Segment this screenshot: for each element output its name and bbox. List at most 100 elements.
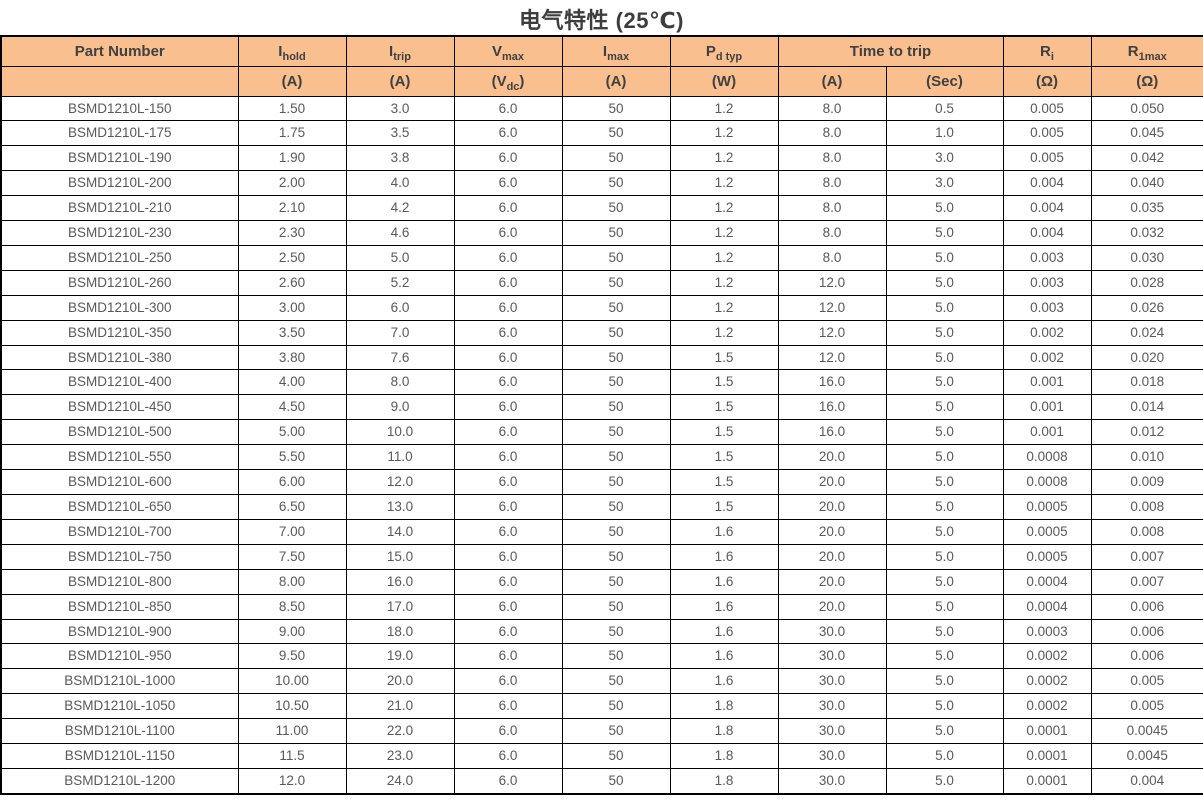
table-row: BSMD1210L-1000 10.00 20.0 6.0 50 1.6 30.0 5.0 0.…: [0, 668, 1203, 695]
value-cell: 5.0: [885, 518, 1004, 545]
value-cell: 6.0: [453, 244, 563, 271]
value-cell: 0.0002: [1002, 668, 1092, 695]
value-cell: 0.0001: [1002, 767, 1092, 795]
part-number-cell: BSMD1210L-250: [0, 244, 239, 271]
value-cell: 6.0: [453, 767, 563, 795]
value-cell: 2.30: [237, 220, 347, 246]
part-number-cell: BSMD1210L-750: [0, 543, 239, 570]
value-cell: 0.004: [1002, 195, 1092, 222]
value-cell: 5.0: [885, 693, 1004, 720]
value-cell: 8.0: [777, 220, 887, 246]
value-cell: 0.0008: [1002, 469, 1092, 495]
header-row-units: (A) (A) (Vdc) (A) (W) (A) (Sec) (Ω) (Ω): [0, 65, 1203, 97]
value-cell: 5.0: [885, 294, 1004, 321]
table-row: BSMD1210L-850 8.50 17.0 6.0 50 1.6 20.0 5.0 0.00…: [0, 593, 1203, 620]
value-cell: 50: [561, 95, 671, 122]
part-number-cell: BSMD1210L-260: [0, 269, 239, 296]
value-cell: 6.0: [453, 269, 563, 296]
value-cell: 6.0: [453, 444, 563, 471]
value-cell: 6.0: [453, 145, 563, 172]
value-cell: 1.6: [669, 543, 779, 570]
value-cell: 3.0: [885, 145, 1004, 172]
part-number-cell: BSMD1210L-1100: [0, 718, 239, 745]
table-row: BSMD1210L-210 2.10 4.2 6.0 50 1.2 8.0 5.0 0.004 0…: [0, 195, 1203, 222]
value-cell: 50: [561, 718, 671, 745]
value-cell: 50: [561, 743, 671, 769]
value-cell: 0.035: [1090, 195, 1203, 222]
value-cell: 15.0: [345, 543, 455, 570]
value-cell: 5.0: [885, 469, 1004, 495]
table-row: BSMD1210L-500 5.00 10.0 6.0 50 1.5 16.0 5.0 0.00…: [0, 419, 1203, 446]
value-cell: 0.007: [1090, 568, 1203, 595]
value-cell: 6.0: [453, 743, 563, 769]
value-cell: 0.0005: [1002, 543, 1092, 570]
part-number-cell: BSMD1210L-600: [0, 469, 239, 495]
value-cell: 4.2: [345, 195, 455, 222]
part-number-cell: BSMD1210L-800: [0, 568, 239, 595]
value-cell: 0.005: [1090, 693, 1203, 720]
part-number-cell: BSMD1210L-175: [0, 120, 239, 147]
value-cell: 3.0: [345, 95, 455, 122]
value-cell: 6.0: [453, 618, 563, 645]
value-cell: 50: [561, 668, 671, 695]
value-cell: 4.50: [237, 394, 347, 421]
value-cell: 5.50: [237, 444, 347, 471]
part-number-cell: BSMD1210L-150: [0, 95, 239, 122]
value-cell: 5.0: [885, 543, 1004, 570]
value-cell: 0.005: [1002, 95, 1092, 122]
value-cell: 0.003: [1002, 269, 1092, 296]
value-cell: 50: [561, 518, 671, 545]
value-cell: 20.0: [777, 494, 887, 520]
table-row: BSMD1210L-700 7.00 14.0 6.0 50 1.6 20.0 5.0 0.00…: [0, 518, 1203, 545]
value-cell: 1.8: [669, 743, 779, 769]
value-cell: 4.0: [345, 170, 455, 197]
value-cell: 5.0: [885, 344, 1004, 371]
value-cell: 10.0: [345, 419, 455, 446]
value-cell: 4.6: [345, 220, 455, 246]
value-cell: 1.5: [669, 394, 779, 421]
table-row: BSMD1210L-380 3.80 7.6 6.0 50 1.5 12.0 5.0 0.002…: [0, 344, 1203, 371]
value-cell: 50: [561, 568, 671, 595]
value-cell: 1.6: [669, 668, 779, 695]
value-cell: 4.00: [237, 369, 347, 396]
value-cell: 1.6: [669, 593, 779, 620]
value-cell: 3.8: [345, 145, 455, 172]
value-cell: 0.006: [1090, 593, 1203, 620]
value-cell: 5.0: [885, 718, 1004, 745]
value-cell: 16.0: [345, 568, 455, 595]
part-number-cell: BSMD1210L-230: [0, 220, 239, 246]
value-cell: 1.2: [669, 95, 779, 122]
col-header-ri: Ri: [1002, 35, 1092, 67]
value-cell: 1.6: [669, 643, 779, 670]
value-cell: 1.2: [669, 170, 779, 197]
col-header-ihold: Ihold: [237, 35, 347, 67]
table-row: BSMD1210L-200 2.00 4.0 6.0 50 1.2 8.0 3.0 0.004 0…: [0, 170, 1203, 197]
value-cell: 16.0: [777, 369, 887, 396]
value-cell: 22.0: [345, 718, 455, 745]
value-cell: 50: [561, 145, 671, 172]
value-cell: 11.00: [237, 718, 347, 745]
value-cell: 0.004: [1090, 767, 1203, 795]
value-cell: 0.003: [1002, 244, 1092, 271]
value-cell: 1.5: [669, 444, 779, 471]
value-cell: 1.50: [237, 95, 347, 122]
value-cell: 0.042: [1090, 145, 1203, 172]
value-cell: 6.0: [453, 718, 563, 745]
value-cell: 50: [561, 767, 671, 795]
value-cell: 6.0: [453, 494, 563, 520]
value-cell: 20.0: [777, 469, 887, 495]
table-row: BSMD1210L-900 9.00 18.0 6.0 50 1.6 30.0 5.0 0.00…: [0, 618, 1203, 645]
value-cell: 1.2: [669, 120, 779, 147]
value-cell: 13.0: [345, 494, 455, 520]
value-cell: 1.5: [669, 469, 779, 495]
value-cell: 6.0: [453, 543, 563, 570]
value-cell: 0.026: [1090, 294, 1203, 321]
value-cell: 0.028: [1090, 269, 1203, 296]
value-cell: 1.2: [669, 294, 779, 321]
value-cell: 50: [561, 244, 671, 271]
value-cell: 2.50: [237, 244, 347, 271]
value-cell: 0.0003: [1002, 618, 1092, 645]
value-cell: 0.003: [1002, 294, 1092, 321]
value-cell: 50: [561, 195, 671, 222]
